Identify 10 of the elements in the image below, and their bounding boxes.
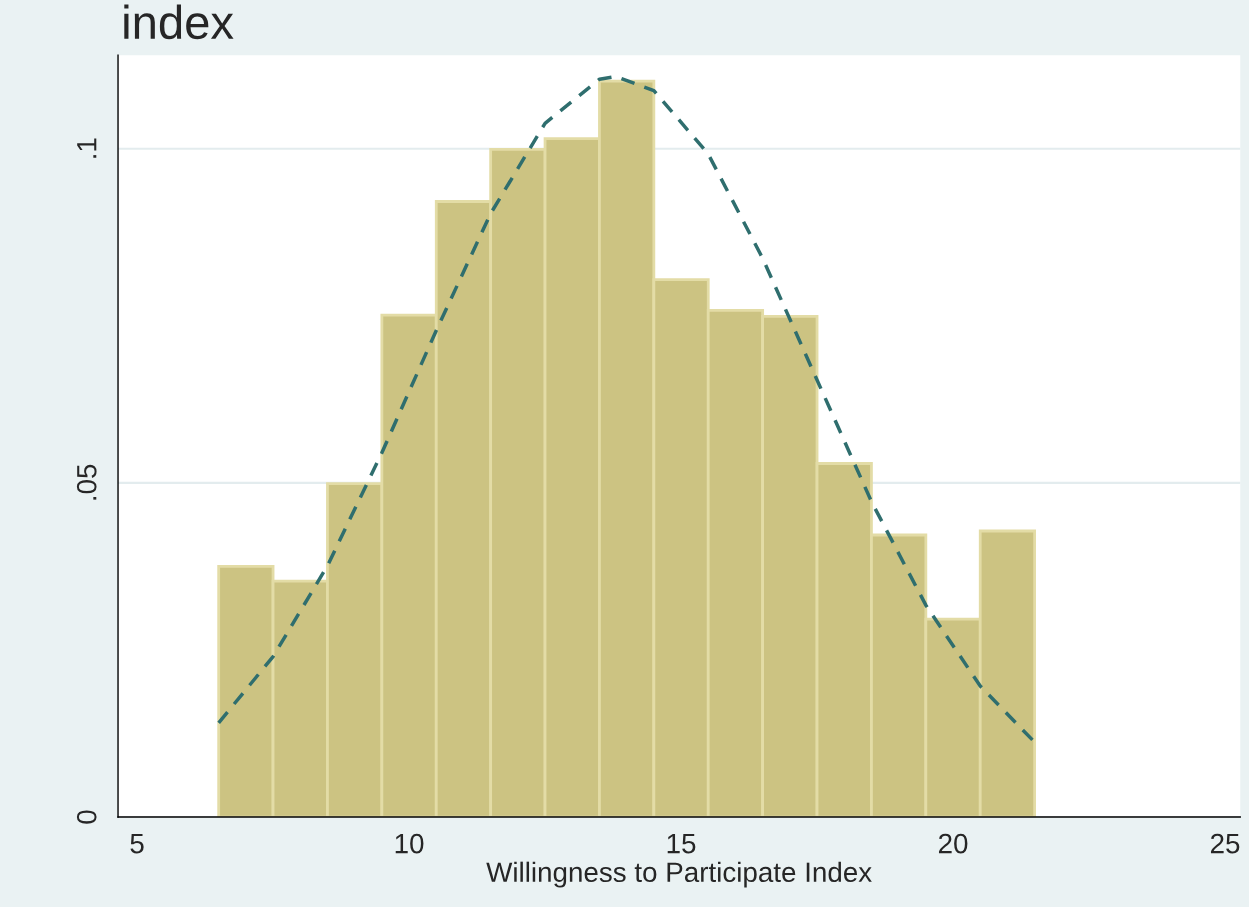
y-tick-label: .05 <box>76 464 97 500</box>
x-tick-label: 10 <box>395 833 424 854</box>
x-tick-label: 15 <box>667 834 696 854</box>
y-tick-label: .1 <box>77 138 97 158</box>
x-tick-label: 25 <box>1210 833 1240 854</box>
x-tick-label: 20 <box>938 833 968 854</box>
y-tick-label: 0 <box>76 810 97 824</box>
x-tick-label: 5 <box>130 834 144 854</box>
chart-title: index <box>124 4 234 40</box>
x-axis-title: Willingness to Participate Index <box>486 861 872 888</box>
